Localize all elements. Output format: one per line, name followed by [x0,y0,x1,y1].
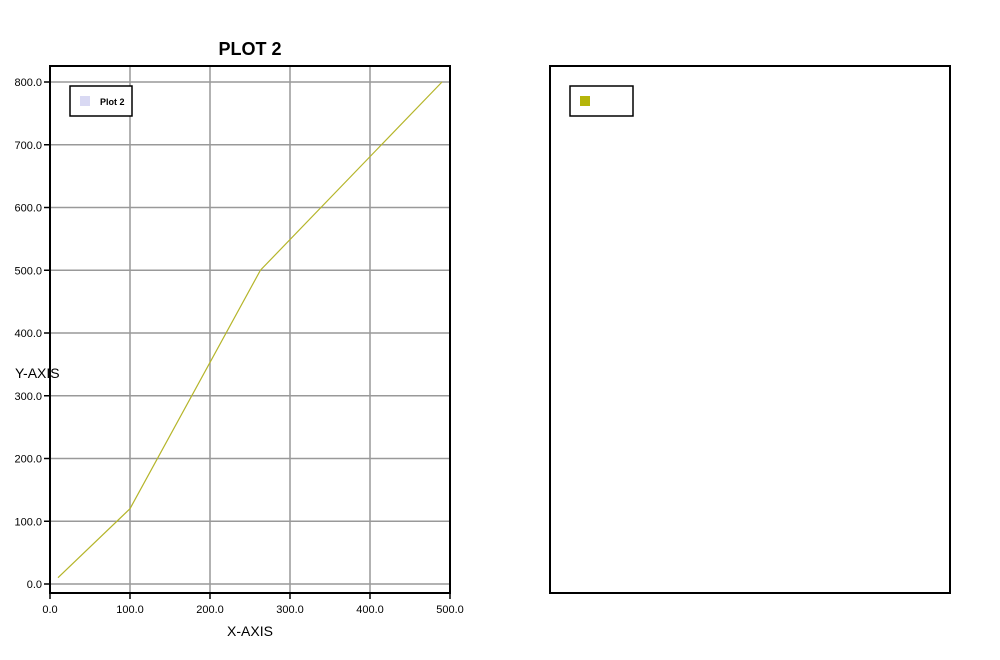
x-tick-label: 100.0 [116,604,144,616]
series-group [57,81,443,579]
chart-empty [549,65,951,594]
x-axis-ticks: 0.0 100.0 200.0 300.0 400.0 500.0 [42,593,464,616]
chart-title: PLOT 2 [218,39,281,59]
y-tick-label: 100.0 [14,516,42,528]
y-tick-label: 0.0 [27,579,42,591]
x-tick-label: 500.0 [436,604,464,616]
legend-2 [569,85,634,117]
y-tick-label: 300.0 [14,391,42,403]
x-tick-label: 0.0 [42,604,57,616]
grid [49,66,451,593]
legend-swatch [80,96,90,106]
legend-label: Plot 2 [100,97,125,107]
y-tick-label: 500.0 [14,265,42,277]
series-line [57,81,443,579]
y-tick-label: 400.0 [14,328,42,340]
y-axis-ticks: 0.0 100.0 200.0 300.0 400.0 500.0 600.0 700.0 80… [14,77,50,591]
x-tick-label: 400.0 [356,604,384,616]
legend-swatch-2 [580,96,590,106]
legend: Plot 2 [69,85,133,117]
x-tick-label: 300.0 [276,604,304,616]
y-axis-label: Y-AXIS [15,365,60,381]
legend-box-2 [569,85,634,117]
plot-frame-2 [549,65,951,594]
plot-frame [49,65,451,594]
y-tick-label: 200.0 [14,454,42,466]
x-tick-label: 200.0 [196,604,224,616]
y-tick-label: 600.0 [14,203,42,215]
chart-plot-2: PLOT 2 0.0 100.0 200.0 300.0 400.0 500.0 0.0 1… [14,39,463,639]
x-axis-label: X-AXIS [227,623,273,639]
y-tick-label: 700.0 [14,140,42,152]
y-tick-label: 800.0 [14,77,42,89]
